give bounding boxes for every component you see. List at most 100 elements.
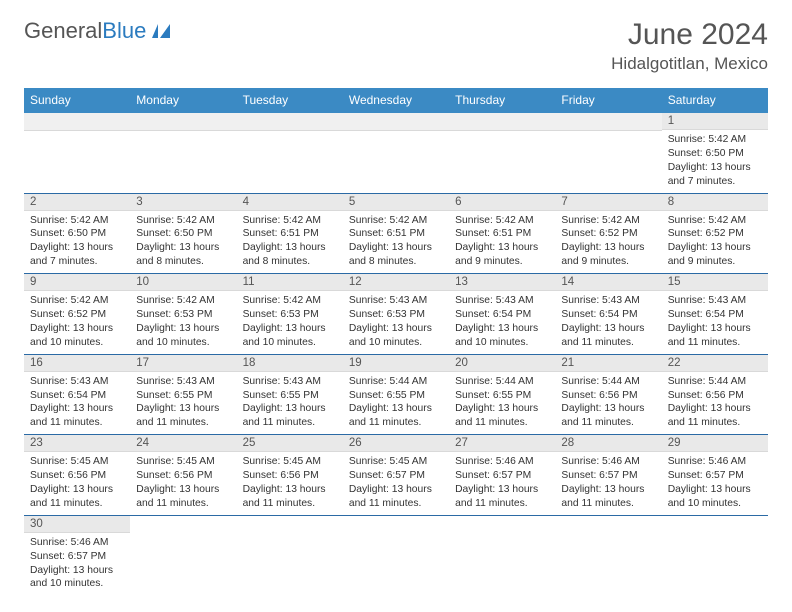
header: GeneralBlue June 2024 Hidalgotitlan, Mex… xyxy=(24,18,768,74)
sunrise-line: Sunrise: 5:42 AM xyxy=(349,214,443,228)
sunset-line: Sunset: 6:56 PM xyxy=(30,469,124,483)
calendar-cell: 23Sunrise: 5:45 AMSunset: 6:56 PMDayligh… xyxy=(24,435,130,516)
calendar-cell: 27Sunrise: 5:46 AMSunset: 6:57 PMDayligh… xyxy=(449,435,555,516)
daynum: 20 xyxy=(449,355,555,372)
calendar-cell: 13Sunrise: 5:43 AMSunset: 6:54 PMDayligh… xyxy=(449,274,555,355)
day-header: Thursday xyxy=(449,88,555,113)
sunrise-line: Sunrise: 5:43 AM xyxy=(243,375,337,389)
calendar-cell: 4Sunrise: 5:42 AMSunset: 6:51 PMDaylight… xyxy=(237,193,343,274)
calendar-cell: 20Sunrise: 5:44 AMSunset: 6:55 PMDayligh… xyxy=(449,354,555,435)
sunrise-line: Sunrise: 5:45 AM xyxy=(136,455,230,469)
calendar-cell: 21Sunrise: 5:44 AMSunset: 6:56 PMDayligh… xyxy=(555,354,661,435)
sunrise-line: Sunrise: 5:46 AM xyxy=(561,455,655,469)
daynum: 22 xyxy=(662,355,768,372)
cell-body: Sunrise: 5:45 AMSunset: 6:56 PMDaylight:… xyxy=(130,452,236,515)
calendar-cell xyxy=(449,113,555,193)
cell-body: Sunrise: 5:46 AMSunset: 6:57 PMDaylight:… xyxy=(555,452,661,515)
calendar-body: 1Sunrise: 5:42 AMSunset: 6:50 PMDaylight… xyxy=(24,113,768,595)
sunrise-line: Sunrise: 5:42 AM xyxy=(243,214,337,228)
sunset-line: Sunset: 6:57 PM xyxy=(349,469,443,483)
cell-body: Sunrise: 5:46 AMSunset: 6:57 PMDaylight:… xyxy=(662,452,768,515)
cell-body: Sunrise: 5:42 AMSunset: 6:51 PMDaylight:… xyxy=(449,211,555,274)
daylight-line: Daylight: 13 hours and 11 minutes. xyxy=(561,483,655,511)
calendar-cell: 12Sunrise: 5:43 AMSunset: 6:53 PMDayligh… xyxy=(343,274,449,355)
daynum: 11 xyxy=(237,274,343,291)
daynum: 15 xyxy=(662,274,768,291)
month-title: June 2024 xyxy=(611,18,768,52)
daynum: 6 xyxy=(449,194,555,211)
cell-body: Sunrise: 5:43 AMSunset: 6:54 PMDaylight:… xyxy=(24,372,130,435)
cell-body: Sunrise: 5:46 AMSunset: 6:57 PMDaylight:… xyxy=(24,533,130,596)
sunset-line: Sunset: 6:51 PM xyxy=(349,227,443,241)
daynum: 18 xyxy=(237,355,343,372)
sunrise-line: Sunrise: 5:43 AM xyxy=(668,294,762,308)
sunset-line: Sunset: 6:52 PM xyxy=(30,308,124,322)
sunrise-line: Sunrise: 5:43 AM xyxy=(561,294,655,308)
sunrise-line: Sunrise: 5:44 AM xyxy=(349,375,443,389)
calendar-cell xyxy=(237,515,343,595)
calendar-cell xyxy=(130,113,236,193)
daynum: 12 xyxy=(343,274,449,291)
calendar-cell: 28Sunrise: 5:46 AMSunset: 6:57 PMDayligh… xyxy=(555,435,661,516)
calendar-cell xyxy=(662,515,768,595)
cell-body: Sunrise: 5:46 AMSunset: 6:57 PMDaylight:… xyxy=(449,452,555,515)
daynum: 21 xyxy=(555,355,661,372)
sunrise-line: Sunrise: 5:42 AM xyxy=(136,294,230,308)
sunset-line: Sunset: 6:57 PM xyxy=(668,469,762,483)
calendar-cell: 7Sunrise: 5:42 AMSunset: 6:52 PMDaylight… xyxy=(555,193,661,274)
sunrise-line: Sunrise: 5:42 AM xyxy=(561,214,655,228)
daynum: 14 xyxy=(555,274,661,291)
calendar-week: 30Sunrise: 5:46 AMSunset: 6:57 PMDayligh… xyxy=(24,515,768,595)
logo-text-1: General xyxy=(24,18,102,44)
daynum: 26 xyxy=(343,435,449,452)
sunrise-line: Sunrise: 5:44 AM xyxy=(668,375,762,389)
cell-body: Sunrise: 5:44 AMSunset: 6:55 PMDaylight:… xyxy=(449,372,555,435)
daylight-line: Daylight: 13 hours and 11 minutes. xyxy=(243,483,337,511)
cell-body: Sunrise: 5:43 AMSunset: 6:53 PMDaylight:… xyxy=(343,291,449,354)
daylight-line: Daylight: 13 hours and 11 minutes. xyxy=(668,322,762,350)
sunrise-line: Sunrise: 5:42 AM xyxy=(668,214,762,228)
daylight-line: Daylight: 13 hours and 10 minutes. xyxy=(349,322,443,350)
calendar-cell xyxy=(24,113,130,193)
sunset-line: Sunset: 6:55 PM xyxy=(455,389,549,403)
daynum-empty xyxy=(449,113,555,131)
calendar-cell: 18Sunrise: 5:43 AMSunset: 6:55 PMDayligh… xyxy=(237,354,343,435)
daynum: 19 xyxy=(343,355,449,372)
daylight-line: Daylight: 13 hours and 9 minutes. xyxy=(455,241,549,269)
sunrise-line: Sunrise: 5:45 AM xyxy=(30,455,124,469)
sunset-line: Sunset: 6:50 PM xyxy=(136,227,230,241)
daynum: 23 xyxy=(24,435,130,452)
daynum-empty xyxy=(130,113,236,131)
sunset-line: Sunset: 6:53 PM xyxy=(136,308,230,322)
calendar-week: 9Sunrise: 5:42 AMSunset: 6:52 PMDaylight… xyxy=(24,274,768,355)
cell-body: Sunrise: 5:43 AMSunset: 6:54 PMDaylight:… xyxy=(662,291,768,354)
sunset-line: Sunset: 6:54 PM xyxy=(30,389,124,403)
daylight-line: Daylight: 13 hours and 10 minutes. xyxy=(668,483,762,511)
daynum: 10 xyxy=(130,274,236,291)
cell-body: Sunrise: 5:44 AMSunset: 6:56 PMDaylight:… xyxy=(555,372,661,435)
daynum: 25 xyxy=(237,435,343,452)
daylight-line: Daylight: 13 hours and 9 minutes. xyxy=(561,241,655,269)
daynum: 3 xyxy=(130,194,236,211)
cell-body: Sunrise: 5:42 AMSunset: 6:53 PMDaylight:… xyxy=(237,291,343,354)
daynum: 24 xyxy=(130,435,236,452)
cell-body: Sunrise: 5:42 AMSunset: 6:52 PMDaylight:… xyxy=(662,211,768,274)
sunset-line: Sunset: 6:52 PM xyxy=(668,227,762,241)
cell-body: Sunrise: 5:42 AMSunset: 6:52 PMDaylight:… xyxy=(24,291,130,354)
day-header: Sunday xyxy=(24,88,130,113)
daynum: 30 xyxy=(24,516,130,533)
daynum-empty xyxy=(343,113,449,131)
calendar-cell: 24Sunrise: 5:45 AMSunset: 6:56 PMDayligh… xyxy=(130,435,236,516)
daylight-line: Daylight: 13 hours and 11 minutes. xyxy=(136,483,230,511)
sunset-line: Sunset: 6:57 PM xyxy=(30,550,124,564)
sunrise-line: Sunrise: 5:42 AM xyxy=(668,133,762,147)
calendar-cell xyxy=(449,515,555,595)
sunrise-line: Sunrise: 5:46 AM xyxy=(668,455,762,469)
daylight-line: Daylight: 13 hours and 10 minutes. xyxy=(243,322,337,350)
daynum: 2 xyxy=(24,194,130,211)
daynum: 9 xyxy=(24,274,130,291)
daylight-line: Daylight: 13 hours and 10 minutes. xyxy=(30,322,124,350)
sunrise-line: Sunrise: 5:45 AM xyxy=(349,455,443,469)
sunrise-line: Sunrise: 5:42 AM xyxy=(136,214,230,228)
cell-body: Sunrise: 5:42 AMSunset: 6:51 PMDaylight:… xyxy=(237,211,343,274)
